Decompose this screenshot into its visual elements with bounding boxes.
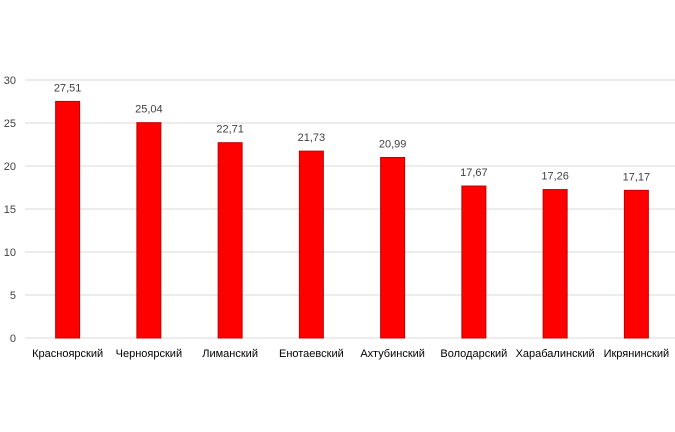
y-tick-label: 10 bbox=[4, 247, 16, 259]
bar bbox=[55, 100, 81, 339]
bars bbox=[55, 100, 649, 339]
data-label: 27,51 bbox=[54, 82, 82, 94]
bar bbox=[136, 122, 162, 339]
y-tick-label: 5 bbox=[10, 290, 16, 302]
data-label: 17,17 bbox=[623, 171, 651, 183]
category-label: Красноярский bbox=[32, 348, 103, 360]
category-labels: Красноярский Черноярский Лиманский Енотаевс… bbox=[32, 348, 669, 360]
y-tick-label: 20 bbox=[4, 161, 16, 173]
data-label: 25,04 bbox=[135, 104, 163, 116]
y-tick-label: 30 bbox=[4, 75, 16, 87]
category-label: Икрянинский bbox=[604, 348, 670, 360]
category-label: Володарский bbox=[440, 348, 507, 360]
data-label: 17,67 bbox=[460, 167, 488, 179]
y-tick-label: 15 bbox=[4, 204, 16, 216]
gridlines bbox=[25, 79, 675, 339]
category-label: Лиманский bbox=[202, 348, 258, 360]
category-label: Ахтубинский bbox=[360, 348, 425, 360]
data-label: 20,99 bbox=[379, 138, 407, 150]
bar bbox=[461, 185, 487, 339]
bar bbox=[623, 189, 649, 339]
data-label: 21,73 bbox=[298, 132, 326, 144]
category-label: Енотаевский bbox=[279, 348, 344, 360]
y-axis-ticks: 0 5 10 15 20 25 30 bbox=[4, 75, 16, 345]
category-label: Харабалинский bbox=[516, 348, 595, 360]
bar bbox=[542, 189, 568, 339]
bar bbox=[298, 150, 324, 339]
data-label: 17,26 bbox=[541, 171, 569, 183]
bar bbox=[380, 156, 406, 339]
bar bbox=[217, 142, 243, 339]
category-label: Черноярский bbox=[116, 348, 182, 360]
y-tick-label: 0 bbox=[10, 333, 16, 345]
y-tick-label: 25 bbox=[4, 118, 16, 130]
data-label: 22,71 bbox=[216, 124, 244, 136]
data-labels: 27,51 25,04 22,71 21,73 20,99 17,67 17,26 17,17 bbox=[54, 82, 650, 183]
